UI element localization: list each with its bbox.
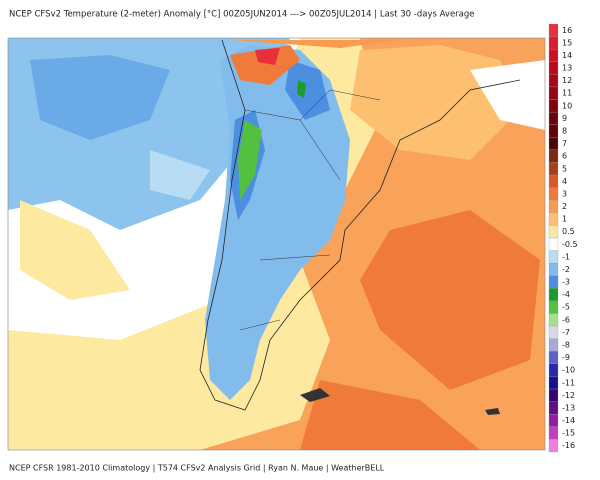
colorbar: 16 15 14 13 12 11 10 9 8 7 6 5 4 3 2 1 0.5 -0.5 -1 -2 -3 -4 -5… xyxy=(548,23,578,453)
colorbar-label: -1 xyxy=(562,252,570,261)
colorbar-swatch xyxy=(548,49,559,62)
colorbar-swatch xyxy=(548,414,559,427)
colorbar-swatch xyxy=(548,401,559,415)
colorbar-swatch xyxy=(548,237,559,251)
colorbar-swatch xyxy=(548,338,559,352)
colorbar-swatch xyxy=(548,149,559,163)
colorbar-label: 13 xyxy=(562,64,572,73)
colorbar-label: 12 xyxy=(562,76,572,85)
colorbar-swatch xyxy=(548,439,559,453)
colorbar-label: 2 xyxy=(562,202,567,211)
colorbar-swatch xyxy=(548,363,559,377)
colorbar-swatch xyxy=(548,36,559,50)
colorbar-label: 5 xyxy=(562,164,567,173)
colorbar-label: 11 xyxy=(562,89,572,98)
colorbar-label: -15 xyxy=(562,429,575,438)
colorbar-label: -6 xyxy=(562,315,570,324)
colorbar-label: 15 xyxy=(562,38,572,47)
colorbar-label: -4 xyxy=(562,290,570,299)
colorbar-swatch xyxy=(548,61,559,75)
colorbar-swatch xyxy=(548,174,559,188)
colorbar-label: 7 xyxy=(562,139,567,148)
colorbar-label: 10 xyxy=(562,101,572,110)
colorbar-label: 9 xyxy=(562,114,567,123)
colorbar-label: 8 xyxy=(562,127,567,136)
colorbar-label: -14 xyxy=(562,416,575,425)
colorbar-swatch xyxy=(548,376,559,390)
colorbar-label: -2 xyxy=(562,265,570,274)
colorbar-label: 4 xyxy=(562,177,567,186)
colorbar-label: 16 xyxy=(562,26,572,35)
colorbar-swatch xyxy=(548,99,559,113)
colorbar-label: -13 xyxy=(562,403,575,412)
colorbar-label: 3 xyxy=(562,189,567,198)
colorbar-label: -16 xyxy=(562,441,575,450)
colorbar-label: -11 xyxy=(562,378,575,387)
colorbar-label: -12 xyxy=(562,391,575,400)
colorbar-label: -0.5 xyxy=(562,240,578,249)
colorbar-label: -10 xyxy=(562,366,575,375)
colorbar-swatch xyxy=(548,325,559,339)
colorbar-label: 6 xyxy=(562,152,567,161)
colorbar-label: -7 xyxy=(562,328,570,337)
colorbar-swatch xyxy=(548,86,559,100)
colorbar-swatch xyxy=(548,200,559,213)
colorbar-swatch xyxy=(548,111,559,125)
colorbar-swatch xyxy=(548,124,559,138)
colorbar-swatch xyxy=(548,187,559,201)
colorbar-swatch xyxy=(548,212,559,226)
colorbar-swatch xyxy=(548,351,559,365)
colorbar-swatch xyxy=(548,74,559,88)
colorbar-swatch xyxy=(548,388,559,402)
anomaly-map xyxy=(7,37,546,451)
colorbar-label: -3 xyxy=(562,278,570,287)
colorbar-swatch xyxy=(548,263,559,276)
colorbar-swatch xyxy=(548,275,559,289)
colorbar-label: -9 xyxy=(562,353,570,362)
colorbar-swatch xyxy=(548,137,559,151)
colorbar-label: -5 xyxy=(562,303,570,312)
colorbar-swatch xyxy=(548,162,559,176)
colorbar-swatch xyxy=(548,23,559,37)
map-title: NCEP CFSv2 Temperature (2-meter) Anomaly… xyxy=(9,10,475,20)
colorbar-swatch xyxy=(548,288,559,302)
colorbar-label: 1 xyxy=(562,215,567,224)
colorbar-swatch xyxy=(548,300,559,314)
colorbar-swatch xyxy=(548,225,559,239)
colorbar-label: -8 xyxy=(562,341,570,350)
colorbar-swatch xyxy=(548,313,559,327)
colorbar-swatch xyxy=(548,426,559,440)
colorbar-label: 0.5 xyxy=(562,227,575,236)
map-footer: NCEP CFSR 1981-2010 Climatology | T574 C… xyxy=(9,464,385,473)
colorbar-swatch xyxy=(548,250,559,264)
colorbar-label: 14 xyxy=(562,51,572,60)
